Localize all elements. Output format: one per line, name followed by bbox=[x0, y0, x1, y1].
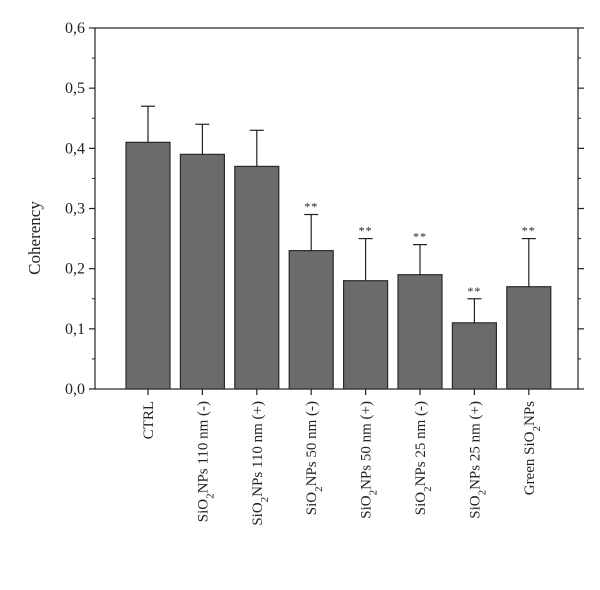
y-tick-label: 0,3 bbox=[65, 201, 85, 218]
x-tick-label: SiO2NPs 50 nm (-) bbox=[304, 401, 325, 515]
y-tick-label: 0,0 bbox=[65, 381, 85, 398]
significance-marker: ** bbox=[522, 224, 536, 238]
bar bbox=[179, 153, 225, 390]
bar bbox=[288, 250, 334, 390]
bar bbox=[451, 322, 497, 390]
x-tick-label: SiO2NPs 50 nm (+) bbox=[359, 401, 380, 519]
bar bbox=[506, 286, 552, 390]
significance-marker: ** bbox=[413, 230, 427, 244]
x-tick-label: SiO2NPs 110 nm (+) bbox=[250, 401, 271, 526]
y-tick-label: 0,2 bbox=[65, 261, 85, 278]
x-tick-label: SiO2NPs 110 nm (-) bbox=[195, 401, 216, 522]
y-axis-title: Coherency bbox=[25, 201, 44, 275]
x-tick-label: SiO2NPs 25 nm (-) bbox=[413, 401, 434, 515]
y-tick-label: 0,4 bbox=[65, 140, 85, 157]
x-tick-label: SiO2NPs 25 nm (+) bbox=[467, 401, 488, 519]
bar bbox=[234, 165, 280, 390]
bar bbox=[397, 274, 443, 390]
x-tick-label: Green SiO2NPs bbox=[522, 401, 543, 495]
significance-marker: ** bbox=[467, 284, 481, 298]
y-tick-label: 0,5 bbox=[65, 80, 85, 97]
y-tick-label: 0,1 bbox=[65, 321, 85, 338]
y-tick-label: 0,6 bbox=[65, 20, 85, 37]
significance-marker: ** bbox=[304, 200, 318, 214]
significance-marker: ** bbox=[359, 224, 373, 238]
x-tick-label: CTRL bbox=[141, 401, 157, 439]
plot-area: 0,0 0,1 0,2 0,3 0,4 0,5 0,6 CTRL SiO2NPs 110 nm … bbox=[65, 20, 584, 526]
bar bbox=[343, 280, 389, 390]
bar bbox=[125, 141, 171, 390]
